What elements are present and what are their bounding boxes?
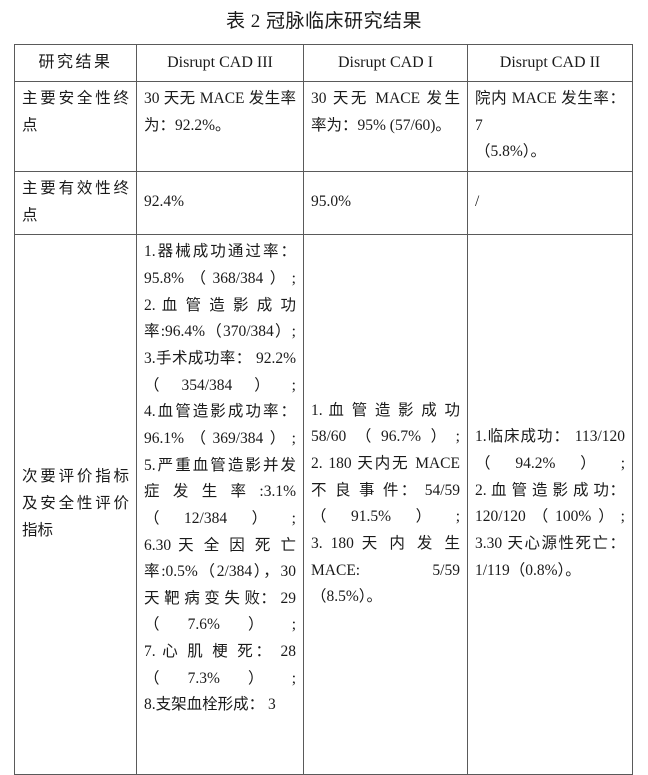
cell-line: 不 良 事 件： 54/59 [311,481,460,499]
column-header-disrupt-cad-i: Disrupt CAD I [303,44,468,82]
cell-line: （91.5%）; [311,508,460,526]
row-label-line: 点 [22,206,38,224]
cell-line: 1.临床成功： 113/120 [475,428,625,446]
column-header-disrupt-cad-iii: Disrupt CAD III [136,44,304,82]
cell-line: 2. 血 管 造 影 成 功 [144,296,296,314]
cell-lines-cad-i: 1. 血 管 造 影 成 功 58/60（96.7%）; 2. 180 天内无 MA… [311,398,460,611]
table-row: 次要评价指标 及安全性评价 指标 1.器械成功通过率： 95.8%（368/384… [14,234,633,775]
cell-line: 1/119（0.8%）。 [475,561,581,579]
cell-line: （5.8%）。 [475,143,547,161]
cell-safety-cad-i: 30 天无 MACE 发生 率为：95% (57/60)。 [303,81,468,172]
cell-line: 率为：95% (57/60)。 [311,116,451,134]
cell-lines-cad-iii: 1.器械成功通过率： 95.8%（368/384）; 2. 血 管 造 影 成 功率… [144,239,296,719]
cell-line: （7.3%）; [144,669,296,687]
cell-line: 率:0.5%（2/384），30 [144,563,296,581]
cell-efficacy-cad-iii: 92.4% [136,170,304,236]
table-title: 表 2 冠脉临床研究结果 [225,11,422,32]
table-row: 主要安全性终 点 30 天无 MACE 发生率 为：92.2%。 30 天无 M… [14,81,633,172]
cell-efficacy-cad-i: 95.0% [303,170,468,236]
cell-secondary-cad-ii: 1.临床成功： 113/120 （94.2%）; 2. 血 管 造 影 成 功： 12… [467,234,633,775]
cell-line: （7.6%）; [144,616,296,634]
cell-line: 天 靶 病 变 失 败： 29 [144,589,296,607]
cell-line: 2. 180 天内无 MACE [311,454,460,472]
cell-secondary-cad-iii: 1.器械成功通过率： 95.8%（368/384）; 2. 血 管 造 影 成 功率… [136,234,304,775]
row-label-line: 及安全性评价 [22,494,129,512]
cell-line: 1.器械成功通过率： [144,243,296,261]
cell-safety-cad-iii: 30 天无 MACE 发生率 为：92.2%。 [136,81,304,172]
cell-lines-cad-ii: 1.临床成功： 113/120 （94.2%）; 2. 血 管 造 影 成 功： 12… [475,424,625,584]
row-label-line: 指标 [22,521,54,539]
row-label-line: 点 [22,116,38,134]
row-label-line: 主要有效性终 [22,179,129,197]
cell-line: 4.血管造影成功率： [144,403,296,421]
cell-efficacy-cad-ii: / [467,170,633,236]
row-label-line: 次要评价指标 [22,468,129,486]
cell-line: 7. 心 肌 梗 死： 28 [144,643,296,661]
column-header-disrupt-cad-ii: Disrupt CAD II [467,44,633,82]
row-label-primary-efficacy-endpoint: 主要有效性终 点 [14,170,137,236]
cell-line: （12/384）; [144,509,296,527]
cell-line: 症 发 生 率 :3.1% [144,483,296,501]
cell-safety-cad-ii: 院内 MACE 发生率：7 （5.8%）。 [467,81,633,172]
cell-line: 3.30 天心源性死亡： [475,534,625,552]
table-row: 主要有效性终 点 92.4% 95.0% / [14,170,633,236]
document-page: 表 2 冠脉临床研究结果 研究结果 Disrupt CAD III Disrup… [14,11,633,775]
cell-line: 95.8%（368/384）; [144,269,296,287]
column-header-study-result: 研究结果 [14,44,137,82]
cell-line: 院内 MACE 发生率：7 [475,90,625,134]
cell-line: 96.1%（369/384）; [144,429,296,447]
row-label-line: 主要安全性终 [22,90,129,107]
table-header-row: 研究结果 Disrupt CAD III Disrupt CAD I Disru… [14,44,633,82]
cell-line: （94.2%）; [475,454,625,472]
cell-line: 5.严重血管造影并发 [144,456,296,474]
cell-line: 为：92.2%。 [144,116,231,134]
cell-line: 30 天无 MACE 发生 [311,90,460,107]
cell-line: 率:96.4%（370/384）; [144,323,296,341]
clinical-results-table: 研究结果 Disrupt CAD III Disrupt CAD I Disru… [14,44,633,775]
cell-line: MACE: 5/59（8.5%）。 [311,561,460,606]
cell-line: 58/60（96.7%）; [311,428,460,446]
cell-line: 120/120（100%）; [475,508,625,526]
cell-line: 6.30 天 全 因 死 亡 [144,536,296,554]
cell-line: 30 天无 MACE 发生率 [144,90,296,107]
cell-line: 3. 180 天 内 发 生 [311,534,460,552]
cell-line: 2. 血 管 造 影 成 功： [475,481,625,499]
cell-secondary-cad-i: 1. 血 管 造 影 成 功 58/60（96.7%）; 2. 180 天内无 MA… [303,234,468,775]
cell-line: （354/384）; [144,376,296,394]
cell-line: 3.手术成功率： 92.2% [144,349,296,367]
cell-line: 8.支架血栓形成： 3 [144,696,276,714]
table-container: 研究结果 Disrupt CAD III Disrupt CAD I Disru… [14,44,633,775]
row-label-primary-safety-endpoint: 主要安全性终 点 [14,81,137,172]
cell-line: 1. 血 管 造 影 成 功 [311,401,460,419]
row-label-secondary-endpoints: 次要评价指标 及安全性评价 指标 [14,234,137,775]
